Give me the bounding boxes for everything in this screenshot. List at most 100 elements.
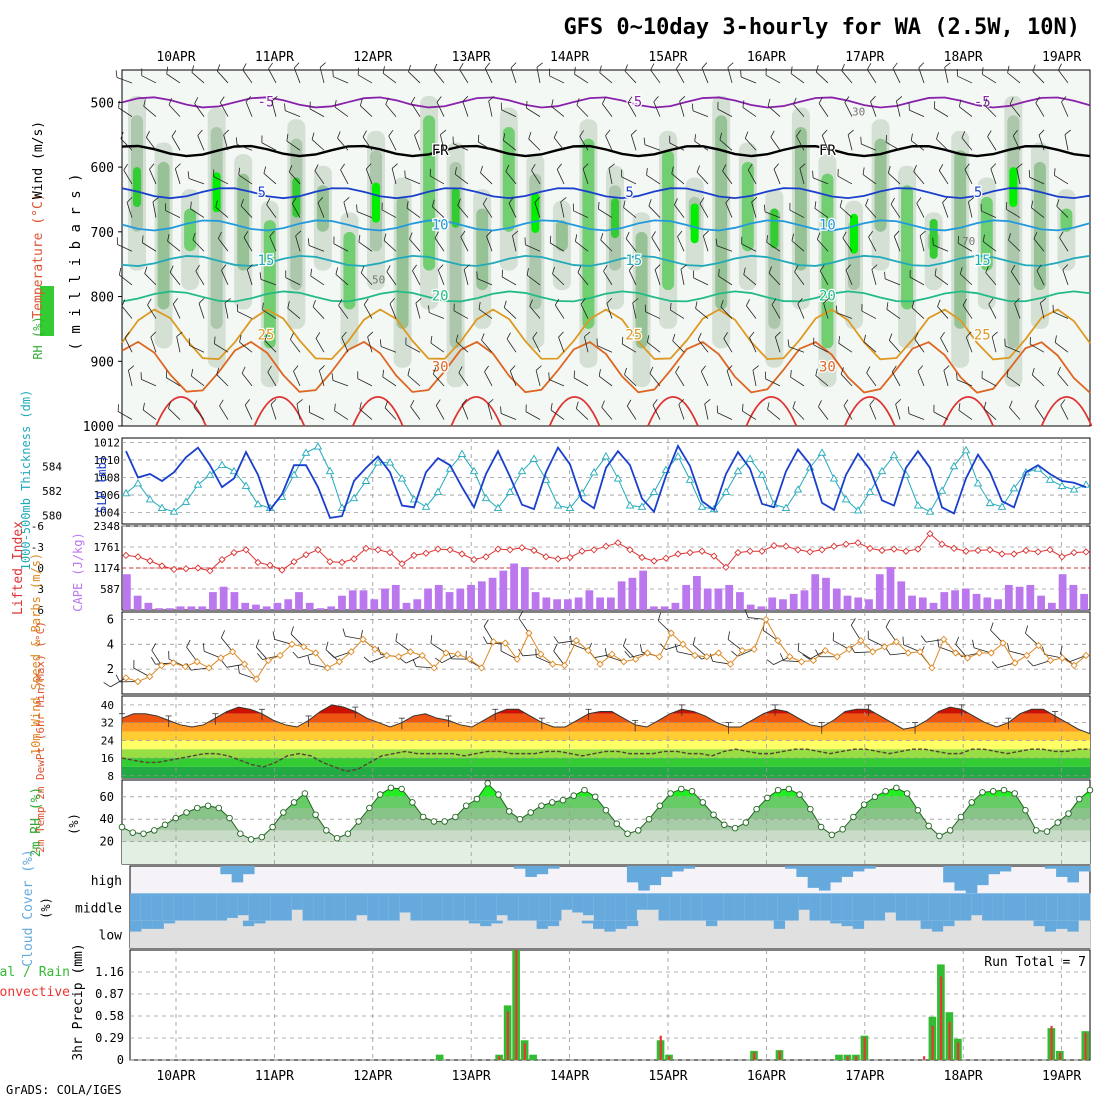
- cloud-cell-bg: [751, 920, 763, 948]
- wind-barb-upper: [896, 100, 901, 117]
- lifted-index-point: [1058, 553, 1066, 561]
- wind-barb-upper: [512, 235, 517, 252]
- rh2m-point: [495, 791, 502, 798]
- wind-barb-upper: [788, 346, 805, 353]
- cloud-cell-bg: [593, 920, 605, 948]
- wind-barb-upper-flag: [460, 230, 466, 238]
- wind-barb-upper: [911, 307, 925, 319]
- wind-barb-upper-flag: [551, 99, 554, 107]
- wind-barb-upper-flag: [142, 235, 144, 243]
- cloud-cell-bg: [186, 920, 199, 948]
- precip-total-bar: [529, 1054, 537, 1060]
- wind10m-point: [620, 658, 628, 666]
- wind-barb-upper-flag: [985, 265, 989, 273]
- wind-barb-upper: [429, 312, 445, 319]
- wind-barb-upper: [120, 138, 133, 151]
- wind-barb-upper: [335, 274, 349, 286]
- wind-barb-upper-flag: [247, 264, 253, 270]
- wind-barb-upper-flag: [790, 369, 792, 378]
- wind10m-point: [631, 655, 640, 663]
- wind-barb-10m-flag: [766, 659, 774, 665]
- wind-barb-upper: [934, 108, 949, 117]
- wind-barb-upper-flag: [268, 62, 273, 70]
- cape-bar: [1026, 584, 1035, 610]
- wind10m-point: [738, 646, 746, 655]
- rh-plume-green: [1060, 208, 1073, 232]
- wind-barb-upper-flag: [651, 231, 656, 238]
- rh2m-point: [957, 813, 965, 821]
- cape-bar: [338, 595, 346, 610]
- wind-barb-upper: [843, 405, 853, 420]
- lifted-index-point: [434, 545, 442, 553]
- cape-bar: [918, 597, 927, 610]
- cloud-cell: [954, 866, 967, 891]
- cloud-cell-bg: [1067, 920, 1080, 948]
- cloud-cell-bg: [920, 920, 933, 948]
- wind-barb-upper: [602, 103, 613, 117]
- wind-barb-upper: [839, 206, 853, 218]
- wind-barb-upper: [1054, 342, 1069, 353]
- cape-bar: [843, 595, 852, 610]
- wind-barb-10m: [990, 629, 1004, 644]
- rh2m-point: [882, 787, 889, 795]
- wind-barb-upper-flag: [863, 334, 867, 342]
- lifted-index-point: [458, 550, 466, 558]
- lifted-index-point: [278, 566, 286, 574]
- cape-bar: [553, 599, 561, 610]
- wind-barb-upper-flag: [937, 299, 941, 307]
- wind-barb-upper-flag: [746, 299, 750, 306]
- thickness-point: [625, 501, 635, 509]
- wind-barb-upper-flag: [695, 301, 698, 309]
- wind-barb-upper-flag: [118, 267, 122, 276]
- cloud-cell: [864, 866, 876, 869]
- wind-barb-10m: [1033, 660, 1051, 667]
- wind-barb-upper-flag: [1054, 168, 1056, 176]
- cloud-cell: [928, 893, 940, 921]
- thickness-point: [865, 487, 875, 496]
- precip-conv-bar: [923, 1056, 926, 1060]
- wind-barb-upper: [747, 169, 757, 185]
- wind-barb-upper-flag: [477, 134, 480, 143]
- wind10m-point: [714, 649, 723, 657]
- wind-barb-upper: [480, 172, 493, 185]
- cloud-cell-bg: [841, 920, 854, 948]
- rh-plume-green: [954, 150, 967, 329]
- rh-plume-green: [635, 231, 648, 349]
- wind-barb-upper: [717, 108, 733, 117]
- cloud-cell-bg: [457, 920, 470, 948]
- wind-barb-upper: [599, 72, 613, 84]
- cloud-cell: [291, 893, 303, 910]
- wind-barb-upper: [269, 236, 277, 252]
- cape-bar: [908, 595, 916, 610]
- lifted-index-point: [734, 548, 742, 557]
- cloud-cell-bg: [163, 920, 176, 948]
- wind-barb-upper: [150, 336, 157, 353]
- wind-barb-upper: [679, 101, 685, 117]
- lifted-index-point: [146, 557, 154, 565]
- wind-barb-upper: [553, 137, 565, 151]
- wind-barb-upper: [193, 406, 205, 420]
- wind-barb-upper: [984, 105, 997, 117]
- run-total: Run Total = 7: [984, 955, 1086, 970]
- rh2m-point: [151, 827, 158, 834]
- rh2m-point: [1054, 819, 1061, 826]
- wind-barb-upper: [340, 169, 349, 185]
- cape-bar: [467, 584, 475, 610]
- cloud-cell-bg: [864, 920, 876, 948]
- cape-bar: [875, 574, 884, 610]
- wind-barb-upper: [214, 343, 229, 353]
- wind-barb-upper-flag: [917, 365, 924, 372]
- wind-barb-10m-flag: [639, 644, 643, 653]
- wind10m-point: [797, 658, 806, 666]
- wind-barb-upper-flag: [455, 334, 459, 342]
- wind10m-tick: 6: [107, 612, 114, 626]
- wind-barb-upper-flag: [505, 164, 510, 172]
- cloud-cell: [1033, 920, 1046, 927]
- wind-barb-upper-flag: [341, 331, 347, 338]
- cloud-cell-bg: [638, 920, 650, 948]
- wind-barb-upper: [118, 107, 133, 117]
- wind-barb-upper-flag: [245, 96, 252, 103]
- precip-conv-bar: [855, 1056, 858, 1060]
- wind-barb-upper-flag: [484, 62, 490, 69]
